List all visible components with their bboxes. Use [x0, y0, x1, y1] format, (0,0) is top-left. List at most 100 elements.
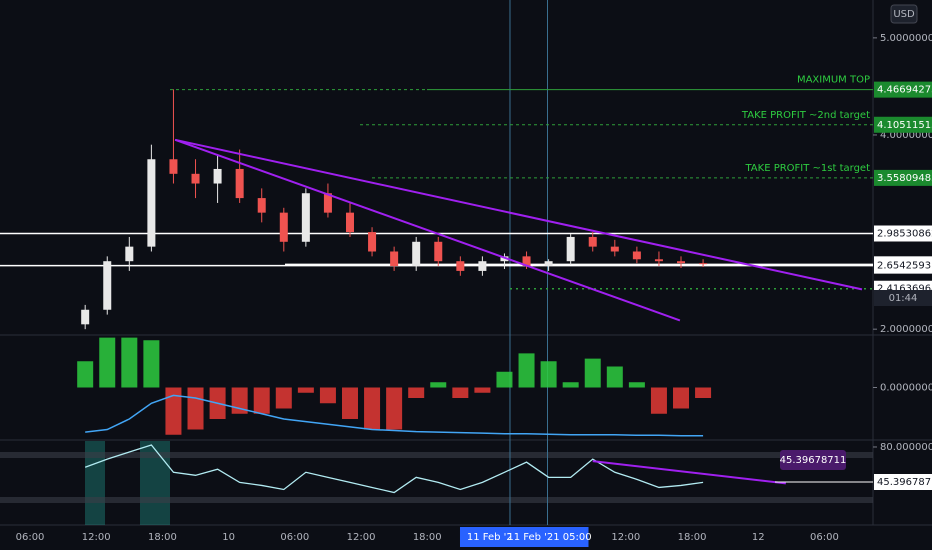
candle-body	[368, 232, 377, 252]
candle-body	[191, 173, 200, 184]
candle-body	[478, 261, 487, 271]
candle-body	[125, 246, 134, 262]
macd-bar	[584, 358, 601, 388]
candle-body	[434, 241, 443, 262]
level-label-box	[874, 225, 932, 242]
candle-body	[566, 236, 575, 262]
candle-body	[301, 193, 310, 242]
candle-body	[81, 309, 90, 325]
macd-bar	[77, 361, 94, 388]
macd-bar	[496, 371, 513, 388]
rsi-callout-box	[780, 449, 846, 470]
macd-bar	[518, 353, 535, 388]
candle-body	[147, 159, 156, 247]
x-tick-label: 12:00	[347, 532, 376, 543]
candle-body	[632, 251, 641, 260]
crosshair-label-box	[510, 527, 589, 547]
countdown: 01:44	[889, 293, 918, 304]
x-tick-label: 18:00	[413, 532, 442, 543]
rsi-line	[84, 444, 704, 494]
candle-body	[500, 256, 509, 262]
macd-bar	[143, 340, 160, 388]
candle-body	[103, 261, 112, 310]
macd-bar	[606, 366, 623, 388]
level-label: 2.6542593	[877, 261, 931, 272]
rsi-callout: 45.39678711	[780, 455, 847, 466]
candle-body	[654, 259, 663, 262]
x-tick-label: 12:00	[611, 532, 640, 543]
macd-signal	[85, 394, 704, 437]
level-label: 4.46694275	[877, 85, 932, 96]
macd-bar	[695, 387, 712, 398]
macd-bar	[386, 387, 403, 430]
candle-body	[213, 168, 222, 184]
x-tick-label: 18:00	[678, 532, 707, 543]
macd-bar	[673, 387, 690, 409]
rsi-last-label: 45.39678711	[877, 477, 932, 488]
level-note: TAKE PROFIT ~2nd target	[741, 110, 870, 121]
crosshair-label-box	[459, 527, 526, 547]
level-label-box	[874, 116, 932, 133]
rsi-last-box	[874, 473, 932, 490]
level-label: 3.55809483	[877, 173, 932, 184]
x-tick-label: 06:00	[280, 532, 309, 543]
x-tick-label: 18:00	[148, 532, 177, 543]
candle-body	[522, 256, 531, 267]
macd-bar	[474, 387, 491, 393]
level-label-box	[874, 81, 932, 98]
macd-bar	[650, 387, 667, 414]
macd-bar	[253, 387, 270, 414]
macd-bar	[341, 387, 358, 419]
level-note: MAXIMUM TOP	[797, 75, 870, 86]
macd-bar	[297, 387, 314, 393]
candle-body	[588, 236, 597, 247]
candle-body	[169, 159, 178, 174]
currency-label: USD	[893, 9, 915, 20]
macd-bar	[319, 387, 336, 404]
level-label-box	[874, 257, 932, 274]
macd-bar	[187, 387, 204, 430]
rsi-band	[0, 452, 873, 458]
macd-bar	[165, 387, 182, 435]
macd-bar	[99, 337, 116, 388]
macd-bar	[364, 387, 381, 430]
candle-body	[412, 241, 421, 267]
macd-bar	[408, 387, 425, 398]
candle-body	[323, 193, 332, 213]
x-tick-label: 06:00	[16, 532, 45, 543]
macd-bar	[562, 382, 579, 388]
level-label-box	[874, 169, 932, 186]
trendline	[174, 138, 681, 322]
macd-bar	[452, 387, 469, 398]
candle-body	[677, 261, 686, 264]
rsi-trendline	[592, 460, 786, 485]
candle-body	[235, 168, 244, 199]
candle-body	[544, 261, 553, 267]
crosshair-label: 11 Feb '21	[467, 532, 519, 543]
currency-button[interactable]	[890, 4, 918, 24]
candle-body	[257, 198, 266, 213]
crosshair-label: 11 Feb '21 05:00	[507, 532, 591, 543]
macd-bar	[540, 361, 557, 388]
rsi-band	[0, 497, 873, 503]
macd-bar	[430, 382, 447, 388]
level-label: 4.10511513	[877, 120, 932, 131]
trendline	[174, 138, 863, 291]
x-tick-label: 10	[222, 532, 235, 543]
x-tick-label: 06:00	[810, 532, 839, 543]
candle-body	[279, 212, 288, 242]
candle-body	[456, 261, 465, 271]
candle-body	[610, 246, 619, 252]
candle-body	[345, 212, 354, 233]
countdown-box	[874, 290, 932, 306]
level-label: 2.98530862	[877, 228, 932, 239]
candle-body	[699, 263, 708, 265]
level-label: 2.41636968	[877, 284, 932, 295]
